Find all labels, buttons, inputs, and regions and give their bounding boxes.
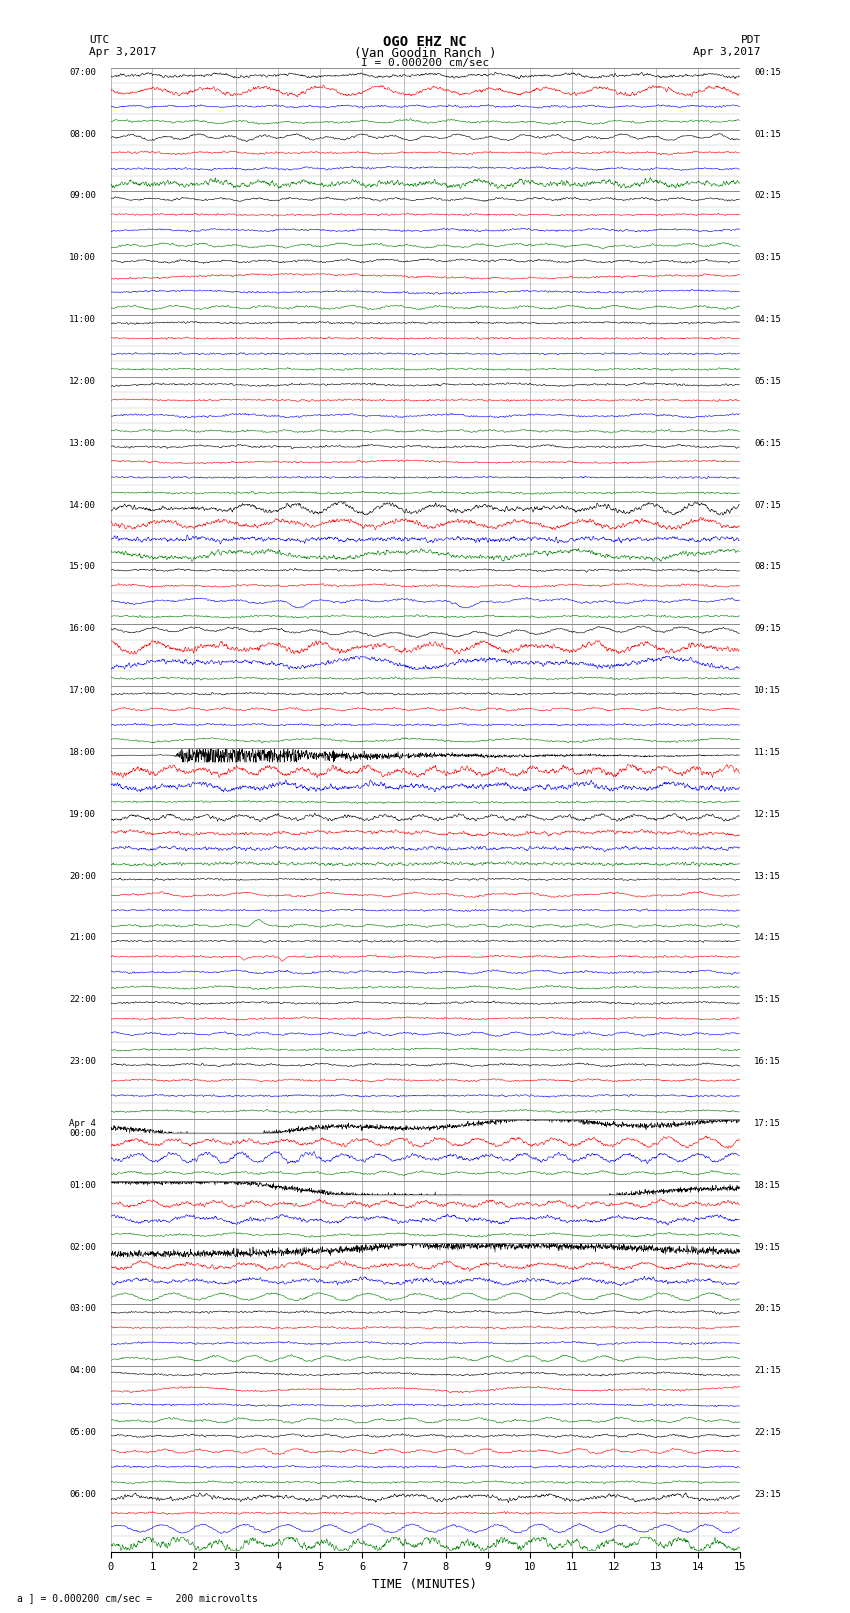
Text: 23:15: 23:15	[754, 1490, 781, 1498]
Text: 20:00: 20:00	[69, 871, 96, 881]
Text: 05:00: 05:00	[69, 1428, 96, 1437]
Text: (Van Goodin Ranch ): (Van Goodin Ranch )	[354, 47, 496, 60]
Text: 15:00: 15:00	[69, 563, 96, 571]
Text: Apr 4
00:00: Apr 4 00:00	[69, 1119, 96, 1139]
Text: 18:00: 18:00	[69, 748, 96, 756]
Text: 13:15: 13:15	[754, 871, 781, 881]
Text: 10:00: 10:00	[69, 253, 96, 263]
Text: OGO EHZ NC: OGO EHZ NC	[383, 35, 467, 50]
Text: 11:00: 11:00	[69, 315, 96, 324]
Text: 08:00: 08:00	[69, 129, 96, 139]
Text: 17:00: 17:00	[69, 686, 96, 695]
Text: 15:15: 15:15	[754, 995, 781, 1005]
Text: 14:00: 14:00	[69, 500, 96, 510]
Text: 00:15: 00:15	[754, 68, 781, 77]
Text: 22:00: 22:00	[69, 995, 96, 1005]
Text: 04:15: 04:15	[754, 315, 781, 324]
Text: 05:15: 05:15	[754, 377, 781, 386]
Text: 13:00: 13:00	[69, 439, 96, 448]
Text: UTC: UTC	[89, 35, 110, 45]
Text: 02:15: 02:15	[754, 192, 781, 200]
Text: 11:15: 11:15	[754, 748, 781, 756]
Text: I = 0.000200 cm/sec: I = 0.000200 cm/sec	[361, 58, 489, 68]
Text: 02:00: 02:00	[69, 1242, 96, 1252]
Text: 12:15: 12:15	[754, 810, 781, 819]
Text: a ] = 0.000200 cm/sec =    200 microvolts: a ] = 0.000200 cm/sec = 200 microvolts	[17, 1594, 258, 1603]
Text: 21:15: 21:15	[754, 1366, 781, 1376]
Text: 16:00: 16:00	[69, 624, 96, 634]
Text: 17:15: 17:15	[754, 1119, 781, 1127]
Text: 01:15: 01:15	[754, 129, 781, 139]
Text: 21:00: 21:00	[69, 934, 96, 942]
Text: PDT: PDT	[740, 35, 761, 45]
Text: 19:00: 19:00	[69, 810, 96, 819]
Text: 23:00: 23:00	[69, 1057, 96, 1066]
Text: 20:15: 20:15	[754, 1305, 781, 1313]
Text: 07:15: 07:15	[754, 500, 781, 510]
Text: 18:15: 18:15	[754, 1181, 781, 1190]
Text: 09:15: 09:15	[754, 624, 781, 634]
Text: 10:15: 10:15	[754, 686, 781, 695]
Text: 07:00: 07:00	[69, 68, 96, 77]
Text: 16:15: 16:15	[754, 1057, 781, 1066]
Text: 04:00: 04:00	[69, 1366, 96, 1376]
Text: Apr 3,2017: Apr 3,2017	[89, 47, 156, 56]
Text: 22:15: 22:15	[754, 1428, 781, 1437]
Text: 09:00: 09:00	[69, 192, 96, 200]
Text: 06:15: 06:15	[754, 439, 781, 448]
Text: 03:15: 03:15	[754, 253, 781, 263]
Text: 12:00: 12:00	[69, 377, 96, 386]
Text: 14:15: 14:15	[754, 934, 781, 942]
Text: 08:15: 08:15	[754, 563, 781, 571]
Text: 01:00: 01:00	[69, 1181, 96, 1190]
Text: 06:00: 06:00	[69, 1490, 96, 1498]
Text: Apr 3,2017: Apr 3,2017	[694, 47, 761, 56]
Text: 19:15: 19:15	[754, 1242, 781, 1252]
X-axis label: TIME (MINUTES): TIME (MINUTES)	[372, 1578, 478, 1590]
Text: 03:00: 03:00	[69, 1305, 96, 1313]
